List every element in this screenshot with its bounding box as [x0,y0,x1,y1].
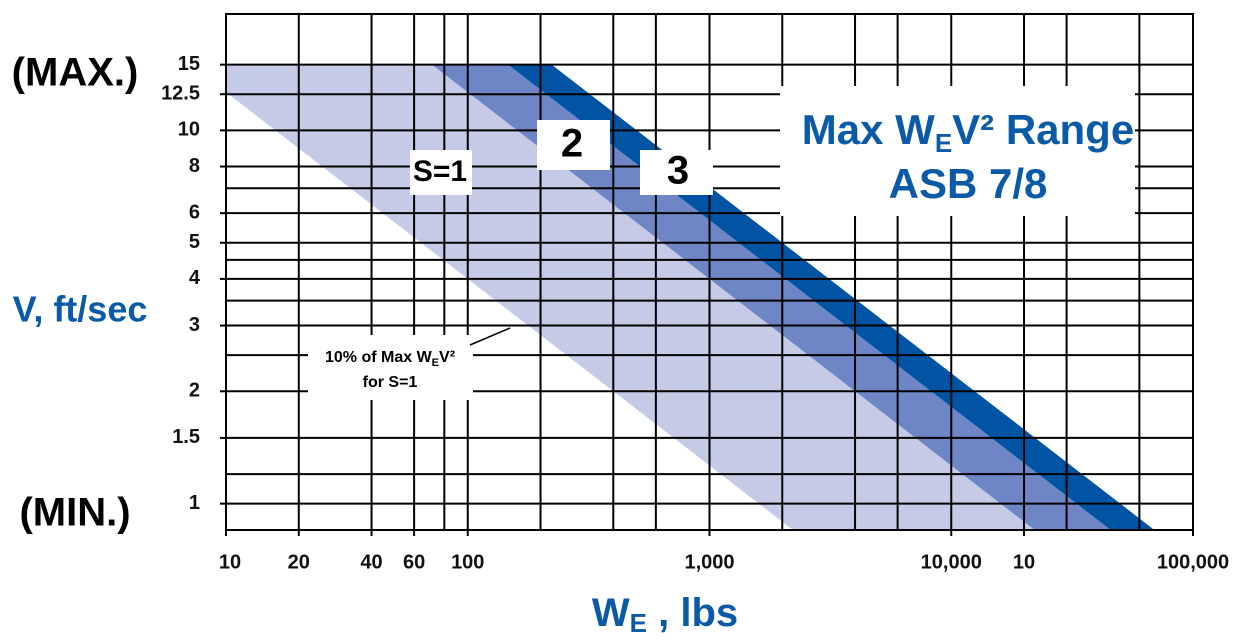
x-axis-title: WE , lbs [592,591,738,638]
x-title-sub: E [630,608,647,638]
max-label: (MAX.) [12,51,139,95]
x-tick-label: 1,000 [684,551,734,573]
y-tick-label: 5 [189,231,200,253]
band-label: 3 [667,149,689,193]
annotation-sub: E [432,357,439,369]
x-tick-label: 10 [219,551,241,573]
x-title-part: W [592,591,630,635]
min-label: (MIN.) [19,491,130,535]
x-tick-label: 20 [288,551,310,573]
annotation: for S=1 [363,374,418,391]
band-label-box [640,150,713,195]
y-tick-label: 8 [189,155,200,177]
y-tick-label: 4 [189,267,201,289]
x-tick-label: 100 [451,551,484,573]
title-part: V² Range [952,106,1134,153]
y-tick-label: 3 [189,314,200,336]
band [432,64,1111,530]
annotation-part: 10% of Max W [325,349,433,366]
title-part: Max W [802,106,935,153]
y-tick-label: 6 [189,201,200,223]
y-tick-label: 1.5 [172,426,200,448]
annotation-part: V² [439,349,455,366]
y-tick-label: 2 [189,380,200,402]
band-label: 2 [561,122,583,166]
grid [225,14,1194,530]
annotation-leader [469,327,511,346]
y-tick-label: 15 [178,53,200,75]
y-tick-label: 12.5 [161,82,200,104]
band-labels: S=1 2 3 [410,120,713,195]
x-tick-label: 10 [1013,551,1035,573]
title-sub: E [935,128,952,158]
x-tick-label: 10,000 [921,551,982,573]
x-tick-label: 40 [360,551,382,573]
band-label-box [410,150,472,195]
chart-title: Max WEV² Range [802,106,1134,158]
annotation-box [308,335,473,400]
chart-subtitle: ASB 7/8 [889,160,1048,207]
y-tick-label: 1 [189,492,200,514]
band-label: S=1 [413,155,467,188]
title-box [780,86,1135,216]
x-title-part: , lbs [647,591,738,635]
y-axis-title: V, ft/sec [13,289,148,330]
annotation: 10% of Max WEV² [325,349,455,369]
y-tick-label: 10 [178,119,200,141]
x-tick-label: 100,000 [1157,551,1229,573]
x-tick-label: 60 [403,551,425,573]
band-label-box [537,120,610,170]
